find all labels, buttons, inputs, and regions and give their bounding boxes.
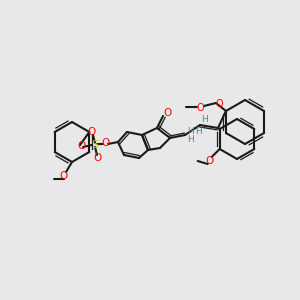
Text: O: O [164, 108, 172, 118]
Text: O: O [94, 153, 102, 163]
Text: H: H [202, 116, 208, 124]
Text: H: H [187, 136, 194, 145]
Text: H: H [195, 128, 201, 136]
Text: S: S [92, 140, 99, 150]
Text: O: O [88, 127, 96, 137]
Text: O: O [102, 138, 110, 148]
Text: O: O [215, 99, 223, 109]
Text: O: O [206, 156, 214, 166]
Text: H: H [188, 127, 194, 136]
Text: O: O [77, 141, 85, 151]
Text: O: O [196, 103, 204, 113]
Text: O: O [60, 171, 68, 181]
